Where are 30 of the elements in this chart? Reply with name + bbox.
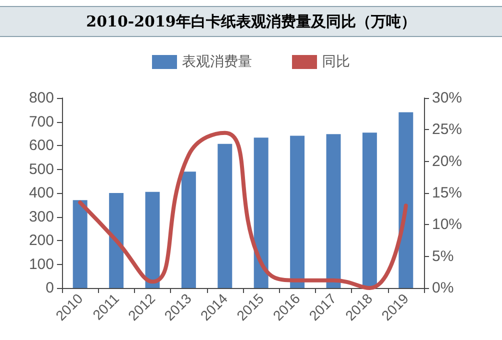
y2-tick-label: 25% (432, 121, 462, 138)
y2-tick-label: 0% (432, 280, 454, 296)
bar (181, 172, 196, 288)
legend-label: 同比 (322, 54, 350, 70)
bar (218, 144, 232, 288)
y-tick-label: 800 (28, 90, 54, 106)
y-tick-label: 100 (28, 256, 54, 273)
bar (109, 193, 124, 288)
y2-tick-label: 20% (432, 152, 462, 170)
bar (362, 132, 377, 288)
bar (398, 112, 414, 288)
y-tick-label: 300 (28, 208, 54, 226)
bar (145, 192, 160, 288)
line-series (78, 130, 408, 290)
bar (290, 136, 305, 288)
y2-tick-label: 30% (432, 90, 462, 106)
y-tick-label: 700 (28, 113, 54, 130)
y2-tick-label: 10% (432, 216, 462, 234)
y-tick-label: 0 (46, 280, 54, 296)
bar (72, 200, 88, 288)
y-tick-label: 500 (28, 160, 54, 178)
y-tick-label: 200 (28, 232, 54, 249)
legend-label: 表观消费量 (182, 54, 252, 70)
y-tick-label: 600 (28, 137, 54, 154)
y2-tick-label: 5% (432, 248, 454, 265)
y-tick-label: 400 (28, 184, 54, 202)
chart-title: 2010-2019年白卡纸表观消费量及同比（万吨） (86, 12, 416, 30)
bar (254, 138, 268, 288)
bar (326, 134, 341, 288)
y2-tick-label: 15% (432, 184, 462, 202)
